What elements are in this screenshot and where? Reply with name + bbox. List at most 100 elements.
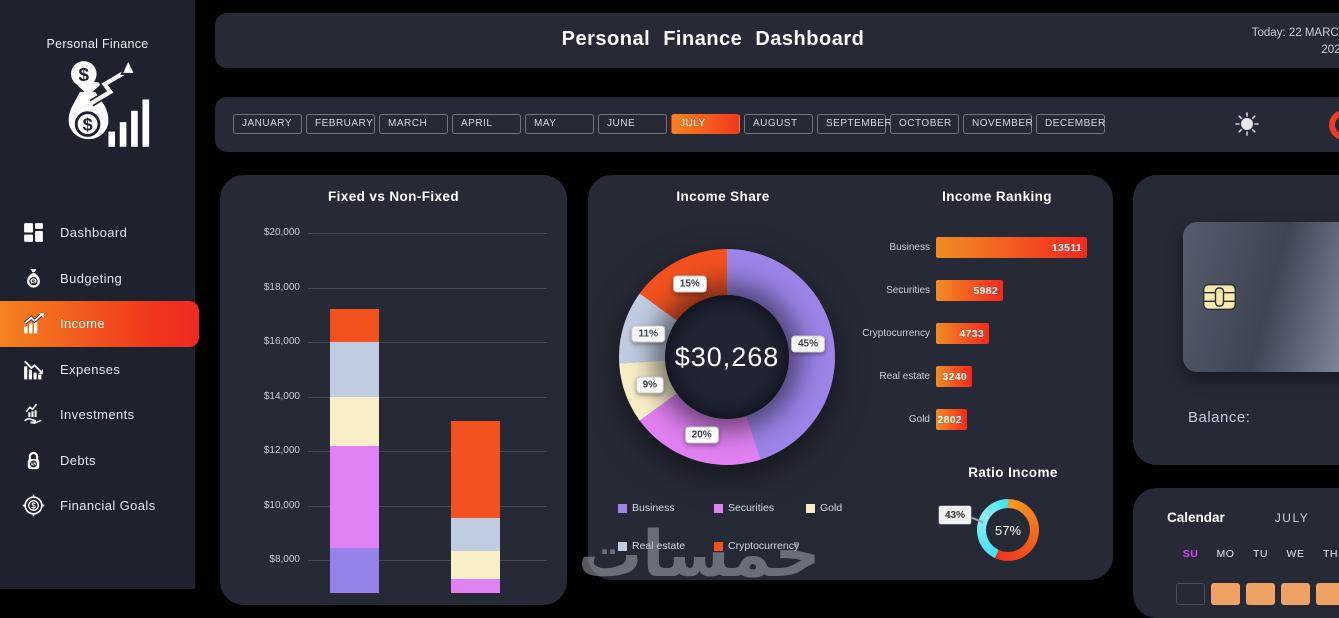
legend-item-cryptocurrency: Cryptocurrency (714, 540, 806, 552)
svg-text:$: $ (82, 115, 92, 135)
brand-title: Personal Finance (46, 37, 149, 51)
calendar-column (1313, 583, 1339, 605)
calendar-date-cell[interactable] (1211, 583, 1240, 605)
legend-item-real-estate: Real estate (618, 540, 714, 552)
calendar-column (1173, 583, 1208, 605)
sun-icon[interactable] (1235, 112, 1259, 141)
ratio-income-callout: 43% (938, 505, 972, 525)
month-tab-november[interactable]: NOVEMBER (963, 114, 1033, 134)
calendar-title: Calendar (1167, 510, 1225, 525)
expenses-icon (20, 356, 47, 383)
fixed-vs-nonfixed-panel: Fixed vs Non-Fixed $20,000 $18,000 $16,000… (220, 175, 567, 605)
balance-row: Balance: $8, (1188, 409, 1339, 426)
theme-accent-circle (1329, 110, 1339, 140)
month-tab-june[interactable]: JUNE (598, 114, 667, 134)
income-ranking-chart: Business 13511 Securities 5982 Cryptocurrenc… (818, 237, 1087, 452)
month-tab-january[interactable]: JANUARY (233, 114, 302, 134)
sidebar-item-debts[interactable]: $ Debts (0, 438, 199, 484)
month-tab-may[interactable]: MAY (525, 114, 594, 134)
calendar-day-header-tu: TU (1253, 548, 1268, 560)
month-tab-april[interactable]: APRIL (452, 114, 521, 134)
gridline (308, 287, 547, 289)
ranking-label: Gold (908, 414, 930, 425)
calendar-date-cell[interactable] (1316, 583, 1339, 605)
income-icon (20, 310, 47, 337)
legend-label: Securities (728, 502, 775, 514)
month-tab-march[interactable]: MARCH (379, 114, 448, 134)
calendar-panel: Calendar JULY SUMOTUWETHFRSA (1133, 488, 1339, 618)
calendar-header: Calendar JULY (1167, 510, 1309, 525)
stacked-bar-segment (451, 421, 500, 519)
legend-item-gold: Gold (806, 502, 886, 514)
ranking-label: Business (889, 242, 930, 253)
svg-text:$: $ (31, 502, 36, 511)
calendar-column (1278, 583, 1313, 605)
sidebar-item-budgeting[interactable]: $ Budgeting (0, 256, 199, 302)
calendar-month: JULY (1274, 511, 1310, 525)
ratio-income-center: 57% (986, 508, 1030, 552)
stacked-bar-segment (330, 396, 379, 446)
gridline (308, 342, 547, 343)
ranking-label: Real estate (879, 371, 930, 382)
investments-icon (20, 401, 47, 428)
ratio-income-chart: 57% (977, 499, 1039, 561)
ranking-bar: 5982 (936, 280, 1003, 301)
balance-label: Balance: (1188, 409, 1251, 426)
sidebar-item-label: Dashboard (60, 225, 128, 241)
balance-card-panel: Balance: $8, (1133, 175, 1339, 465)
stacked-bar-segment (330, 342, 379, 397)
y-axis-tick: $12,000 (263, 445, 300, 456)
sidebar-item-financial-goals[interactable]: $ Financial Goals (0, 483, 199, 529)
stacked-bar-segment (451, 551, 500, 580)
income-share-center: $30,268 (665, 295, 789, 419)
sidebar-item-investments[interactable]: Investments (0, 392, 199, 438)
svg-text:$: $ (32, 279, 36, 286)
month-tab-july[interactable]: JULY (671, 114, 740, 134)
svg-text:$: $ (78, 65, 89, 86)
ranking-row-cryptocurrency: Cryptocurrency 4733 (818, 323, 1087, 344)
legend-item-securities: Securities (714, 502, 806, 514)
y-axis-tick: $18,000 (263, 281, 300, 293)
sidebar-item-income[interactable]: Income (0, 301, 199, 347)
month-tab-september[interactable]: SEPTEMBER (817, 114, 892, 134)
legend-label: Gold (820, 502, 843, 514)
svg-text:$: $ (32, 462, 36, 468)
months-bar: JANUARY FEBRUARY MARCH APRIL MAY JUNE JULY AUGU… (215, 97, 1339, 152)
sidebar-item-dashboard[interactable]: Dashboard (0, 210, 199, 256)
calendar-date-cell[interactable] (1281, 583, 1310, 605)
sidebar-item-label: Budgeting (60, 270, 123, 286)
y-axis-tick: $8,000 (269, 554, 300, 565)
calendar-day-header-mo: MO (1216, 548, 1235, 560)
legend-label: Cryptocurrency (728, 540, 800, 552)
month-tab-february[interactable]: FEBRUARY (306, 114, 375, 134)
sidebar-item-label: Debts (60, 452, 96, 468)
stacked-bar-segment (330, 309, 379, 342)
month-tab-august[interactable]: AUGUST (744, 114, 813, 134)
today-date-line1: Today: 22 MARCH (1251, 27, 1339, 39)
gridline (308, 233, 547, 234)
slice-percent-label: 11% (631, 325, 665, 343)
y-axis-tick: $10,000 (263, 499, 300, 511)
legend-swatch (714, 503, 723, 513)
gridline (308, 505, 547, 507)
calendar-day-header-we: WE (1286, 548, 1305, 560)
legend-swatch (806, 503, 815, 513)
today-date: Today: 22 MARCH 2024 (1107, 25, 1339, 59)
slice-percent-label: 15% (672, 275, 707, 293)
calendar-column (1208, 583, 1243, 605)
stacked-bar-segment (330, 445, 379, 548)
ranking-row-real-estate: Real estate 3240 (818, 366, 1087, 387)
gridline (308, 560, 547, 561)
legend-label: Business (632, 502, 675, 514)
month-tab-december[interactable]: DECEMBER (1036, 114, 1105, 134)
sidebar-item-expenses[interactable]: Expenses (0, 347, 199, 393)
month-tab-october[interactable]: OCTOBER (890, 114, 959, 134)
slice-percent-label: 20% (684, 426, 719, 444)
y-axis-tick: $14,000 (263, 390, 300, 402)
ranking-label: Securities (886, 285, 930, 296)
legend-swatch (618, 541, 627, 551)
slice-percent-label: 45% (790, 335, 825, 353)
ranking-value: 3240 (942, 370, 967, 383)
ranking-bar: 4733 (936, 323, 989, 344)
calendar-date-cell[interactable] (1246, 583, 1275, 605)
